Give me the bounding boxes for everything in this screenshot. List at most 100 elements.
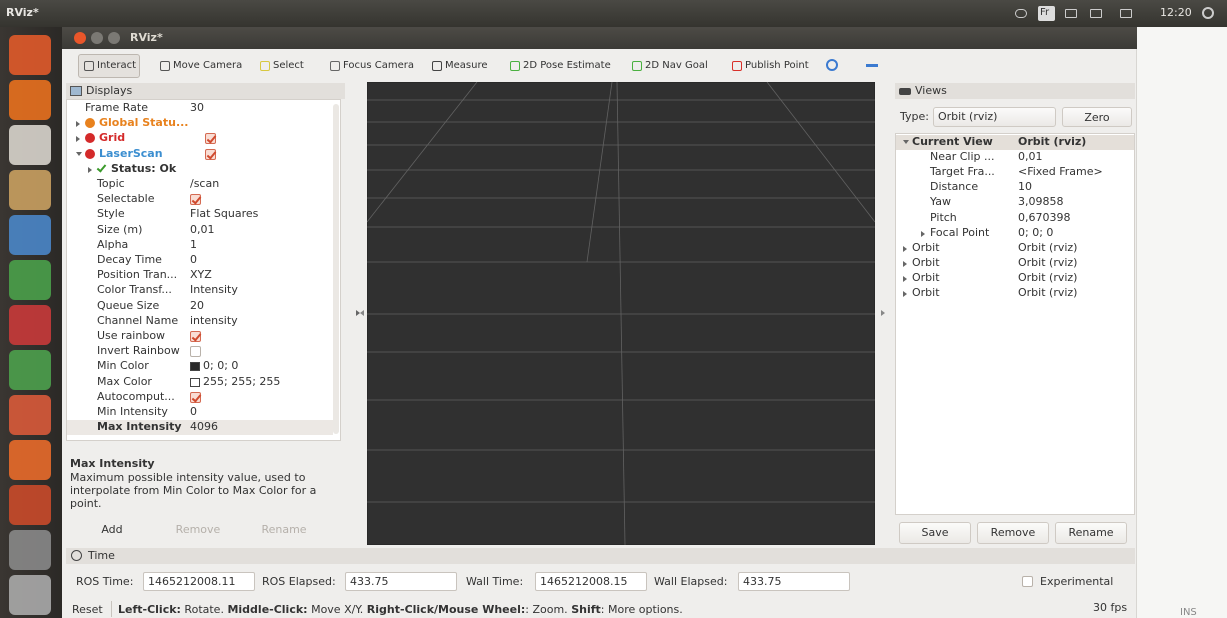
tree-label: Target Fra... <box>930 165 995 179</box>
fps: 30 fps <box>1093 601 1127 615</box>
tree-label: Decay Time <box>97 253 162 267</box>
tree-expander[interactable] <box>76 152 82 156</box>
tool-icon <box>510 61 520 71</box>
window-button[interactable] <box>74 32 86 44</box>
experimental-label: Experimental <box>1040 575 1113 589</box>
checkbox[interactable] <box>190 346 201 357</box>
window-button[interactable] <box>108 32 120 44</box>
tree-label: Max Intensity <box>97 420 182 434</box>
tree-value: 0,01 <box>190 223 215 237</box>
tree-expander[interactable] <box>76 136 80 142</box>
tree-label: Orbit <box>912 271 940 285</box>
tool-icon <box>866 64 878 67</box>
tool-button[interactable]: Interact <box>97 59 136 73</box>
tree-value: 4096 <box>190 420 218 434</box>
clock: 12:20 <box>1160 6 1192 20</box>
checkbox[interactable] <box>205 149 216 160</box>
launcher-icon <box>9 305 51 345</box>
tree-expander[interactable] <box>903 140 909 144</box>
tree-expander[interactable] <box>903 246 907 252</box>
tray-icon <box>1120 9 1132 18</box>
tool-button[interactable]: 2D Nav Goal <box>645 59 708 73</box>
panel-icon <box>899 88 911 95</box>
checkbox[interactable] <box>190 331 201 342</box>
tree-expander[interactable] <box>903 291 907 297</box>
hint-part: Right-Click/Mouse Wheel: <box>367 603 525 616</box>
tree-label: Yaw <box>930 195 951 209</box>
tree-label: Near Clip ... <box>930 150 995 164</box>
panel-button[interactable]: Add <box>70 520 154 540</box>
tree-label: Distance <box>930 180 978 194</box>
window-button[interactable] <box>91 32 103 44</box>
tree-expander[interactable] <box>921 231 925 237</box>
tool-button[interactable]: Select <box>273 59 304 73</box>
window-title: RViz* <box>130 31 163 45</box>
panel-title: Time <box>88 549 115 563</box>
checkbox[interactable] <box>190 194 201 205</box>
tree-value: Orbit (rviz) <box>1018 286 1077 300</box>
tree-label: Invert Rainbow <box>97 344 180 358</box>
tool-button[interactable]: Measure <box>445 59 488 73</box>
checkbox[interactable] <box>1022 576 1033 587</box>
launcher-icon <box>9 170 51 210</box>
tree-expander[interactable] <box>76 121 80 127</box>
tree-value: 20 <box>190 299 204 313</box>
tree-value: intensity <box>190 314 238 328</box>
tree-value: 0 <box>190 253 197 267</box>
type-label: Type: <box>900 110 929 124</box>
tool-icon <box>732 61 742 71</box>
tree-label[interactable]: LaserScan <box>99 147 163 161</box>
launcher-icon <box>9 485 51 525</box>
tool-icon <box>826 59 838 71</box>
tree-value: 0; 0; 0 <box>1018 226 1053 240</box>
description-text: Maximum possible intensity value, used t… <box>70 471 344 510</box>
panel-button[interactable]: Save <box>899 522 971 544</box>
checkbox[interactable] <box>190 392 201 403</box>
tool-button[interactable]: 2D Pose Estimate <box>523 59 611 73</box>
splitter-arrow <box>356 310 364 316</box>
tree-label[interactable]: Current View <box>912 135 993 149</box>
panel-button[interactable]: Remove <box>977 522 1049 544</box>
tree-label: Pitch <box>930 211 957 225</box>
reset-button[interactable]: Reset <box>72 603 103 617</box>
time-value: 433.75 <box>738 572 850 591</box>
launcher-icon <box>9 395 51 435</box>
tree-label: Orbit <box>912 256 940 270</box>
panel-title: Views <box>915 84 947 98</box>
title-bar <box>62 27 1137 49</box>
time-label: ROS Time: <box>76 575 133 589</box>
tray-icon <box>1015 9 1027 18</box>
tool-button[interactable]: Move Camera <box>173 59 242 73</box>
tree-expander[interactable] <box>88 167 92 173</box>
tree-label: Channel Name <box>97 314 178 328</box>
tree-value: 0,01 <box>1018 150 1043 164</box>
tree-value: 10 <box>1018 180 1032 194</box>
panel-icon <box>70 86 82 96</box>
panel-button[interactable]: Rename <box>1055 522 1127 544</box>
panel-button: Rename <box>242 520 326 540</box>
panel-header <box>66 548 1135 564</box>
launcher-icon <box>9 530 51 570</box>
tree-value: 1 <box>190 238 197 252</box>
tree-label: Min Color <box>97 359 149 373</box>
tree-value: 0; 0; 0 <box>203 359 238 373</box>
tree-value: <Fixed Frame> <box>1018 165 1103 179</box>
tree-expander[interactable] <box>903 261 907 267</box>
tree-label: Grid <box>99 131 125 145</box>
tree-value: 0 <box>190 405 197 419</box>
screen: INS RViz*Fr12:20RViz*InteractMove Camera… <box>0 0 1227 618</box>
tool-button[interactable]: Focus Camera <box>343 59 414 73</box>
panel-button: Remove <box>156 520 240 540</box>
tool-icon <box>432 61 442 71</box>
tool-icon <box>260 61 270 71</box>
color-swatch <box>190 378 200 387</box>
tree-label: Focal Point <box>930 226 989 240</box>
checkbox[interactable] <box>205 133 216 144</box>
tool-button[interactable]: Publish Point <box>745 59 809 73</box>
tree-expander[interactable] <box>903 276 907 282</box>
zero-button[interactable]: Zero <box>1062 107 1132 127</box>
tree-value: Orbit (rviz) <box>1018 271 1077 285</box>
tree-value: Orbit (rviz) <box>1018 135 1086 149</box>
launcher-icon <box>9 575 51 615</box>
time-label: Wall Time: <box>466 575 523 589</box>
